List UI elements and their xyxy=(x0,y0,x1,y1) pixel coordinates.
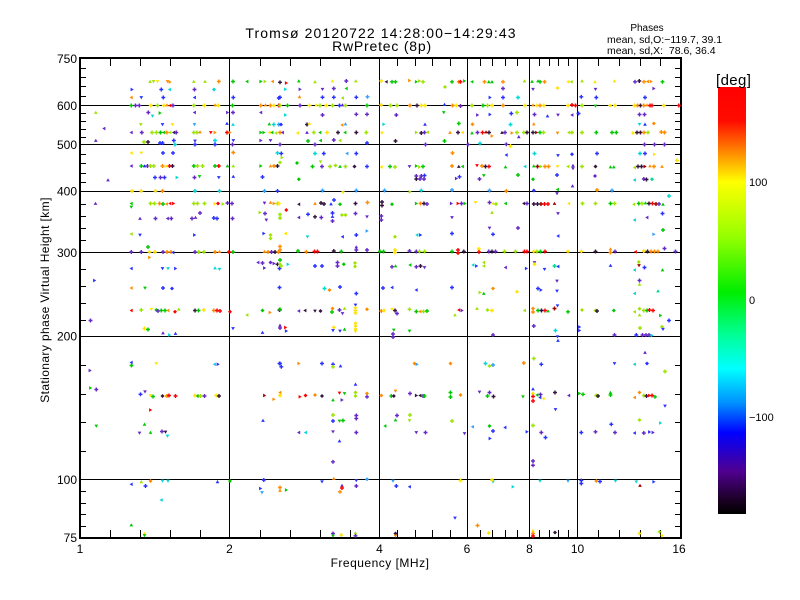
svg-text:mean, sd,O:−119.7, 39.1: mean, sd,O:−119.7, 39.1 xyxy=(607,34,722,46)
svg-text:Stationary phase Virtual Heigh: Stationary phase Virtual Height [km] xyxy=(38,197,52,403)
svg-text:1: 1 xyxy=(77,542,84,556)
svg-text:100: 100 xyxy=(749,177,767,189)
svg-text:4: 4 xyxy=(376,542,383,556)
svg-text:RwPretec (8p): RwPretec (8p) xyxy=(332,38,432,54)
svg-text:Tromsø 20120722 14:28:00−14:29: Tromsø 20120722 14:28:00−14:29:43 xyxy=(245,25,516,41)
svg-text:[deg]: [deg] xyxy=(716,72,751,89)
svg-text:Frequency [MHz]: Frequency [MHz] xyxy=(331,556,430,570)
svg-text:8: 8 xyxy=(526,542,533,556)
svg-text:2: 2 xyxy=(226,542,233,556)
svg-text:100: 100 xyxy=(57,473,77,487)
svg-text:500: 500 xyxy=(57,138,77,152)
svg-text:0: 0 xyxy=(749,295,755,307)
svg-text:300: 300 xyxy=(57,246,77,260)
svg-text:400: 400 xyxy=(57,185,77,199)
svg-text:600: 600 xyxy=(57,99,77,113)
svg-text:750: 750 xyxy=(57,52,77,66)
svg-text:75: 75 xyxy=(64,531,78,545)
svg-text:16: 16 xyxy=(672,542,686,556)
svg-text:−100: −100 xyxy=(749,412,774,424)
svg-text:6: 6 xyxy=(464,542,471,556)
svg-text:mean, sd,X: 78.6, 36.4: mean, sd,X: 78.6, 36.4 xyxy=(607,45,716,57)
svg-text:10: 10 xyxy=(571,542,585,556)
svg-text:200: 200 xyxy=(57,330,77,344)
svg-text:Phases: Phases xyxy=(630,23,663,34)
